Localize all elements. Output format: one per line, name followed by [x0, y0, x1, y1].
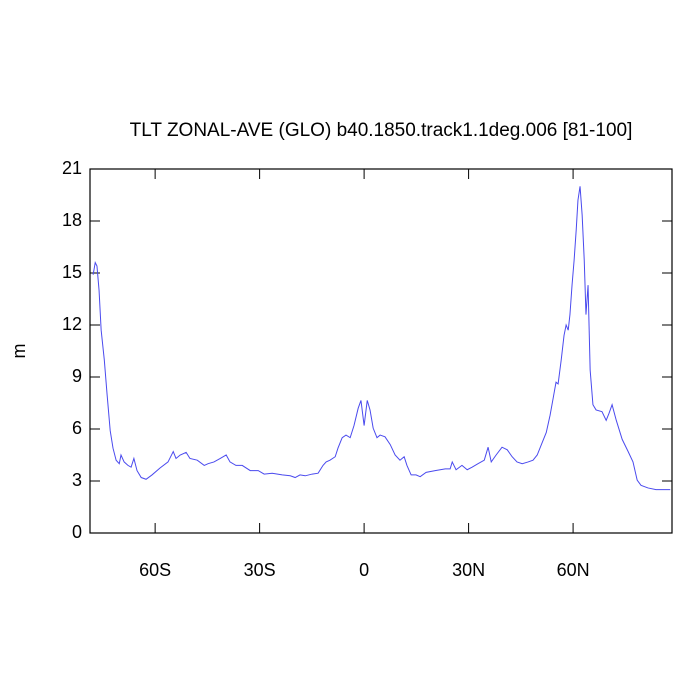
y-tick-label: 0	[72, 522, 82, 542]
y-tick-label: 3	[72, 470, 82, 490]
x-tick-label: 60N	[557, 560, 590, 580]
x-tick-label: 30S	[244, 560, 276, 580]
x-tick-label: 30N	[452, 560, 485, 580]
chart-title: TLT ZONAL-AVE (GLO) b40.1850.track1.1deg…	[130, 120, 633, 141]
y-axis-label: m	[9, 344, 29, 359]
plot-frame	[89, 168, 673, 534]
y-tick-label: 21	[62, 158, 82, 178]
y-tick-label: 9	[72, 366, 82, 386]
data-line	[92, 186, 671, 491]
x-tick-label: 60S	[139, 560, 171, 580]
y-tick-label: 15	[62, 262, 82, 282]
y-tick-label: 6	[72, 418, 82, 438]
y-tick-label: 12	[62, 314, 82, 334]
y-tick-label: 18	[62, 210, 82, 230]
x-tick-label: 0	[359, 560, 369, 580]
